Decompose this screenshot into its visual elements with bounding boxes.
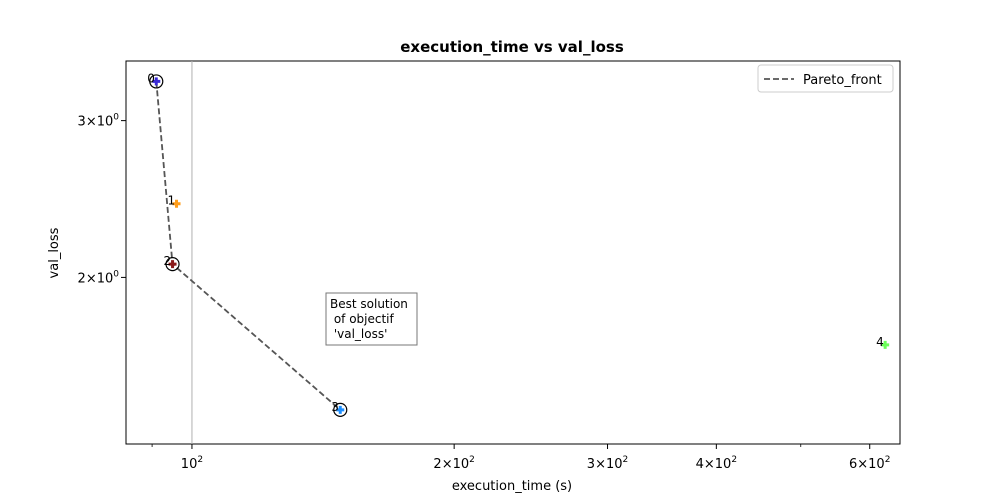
point-label-2: 2 [164,254,172,268]
point-4: 4 [876,335,890,349]
point-label-4: 4 [876,335,884,349]
axis-ticks: 102 2×102 3×102 4×102 6×102 2×100 3×100 [78,113,891,472]
y-tick-label-0: 2×100 [78,269,120,286]
y-tick-label-1: 3×100 [78,113,120,130]
point-3: 3 [331,400,348,417]
marker-4 [881,340,890,349]
pareto-front-line [155,81,341,411]
marker-2 [168,260,177,269]
marker-0 [152,77,161,86]
point-label-0: 0 [147,71,155,85]
point-label-3: 3 [331,400,339,414]
annotation-line-1: Best solution [330,297,408,311]
legend-label-pareto-front: Pareto_front [803,73,882,88]
annotation-line-3: 'val_loss' [330,327,387,341]
annotation-line-2: of objectif [330,312,395,326]
point-1: 1 [168,194,181,208]
x-tick-label-0: 102 [181,455,203,472]
point-label-1: 1 [168,194,176,208]
legend: Pareto_front [757,64,894,93]
annotation-box: Best solution of objectif 'val_loss' [325,292,418,346]
chart-title: execution_time vs val_loss [400,38,624,56]
svg-text:Best solution of object: Best solution of objectif 'val_loss' [330,297,412,341]
x-tick-label-2: 3×102 [587,455,628,472]
marker-1 [172,199,181,208]
pareto-ring-2 [165,257,180,272]
data-points: 0 1 2 3 4 [147,71,890,417]
plot-area [125,60,901,445]
x-tick-label-3: 4×102 [696,455,737,472]
x-axis-label: execution_time (s) [452,479,572,494]
axes-frame [125,60,901,445]
point-2: 2 [164,254,180,272]
marker-3 [336,405,345,414]
pareto-ring-0 [149,74,164,89]
x-tick-label-1: 2×102 [433,455,474,472]
y-axis-label: val_loss [47,227,62,278]
point-0: 0 [147,71,164,89]
x-tick-label-4: 6×102 [849,455,890,472]
pareto-ring-3 [333,402,348,417]
pareto-front-polyline [155,81,341,411]
